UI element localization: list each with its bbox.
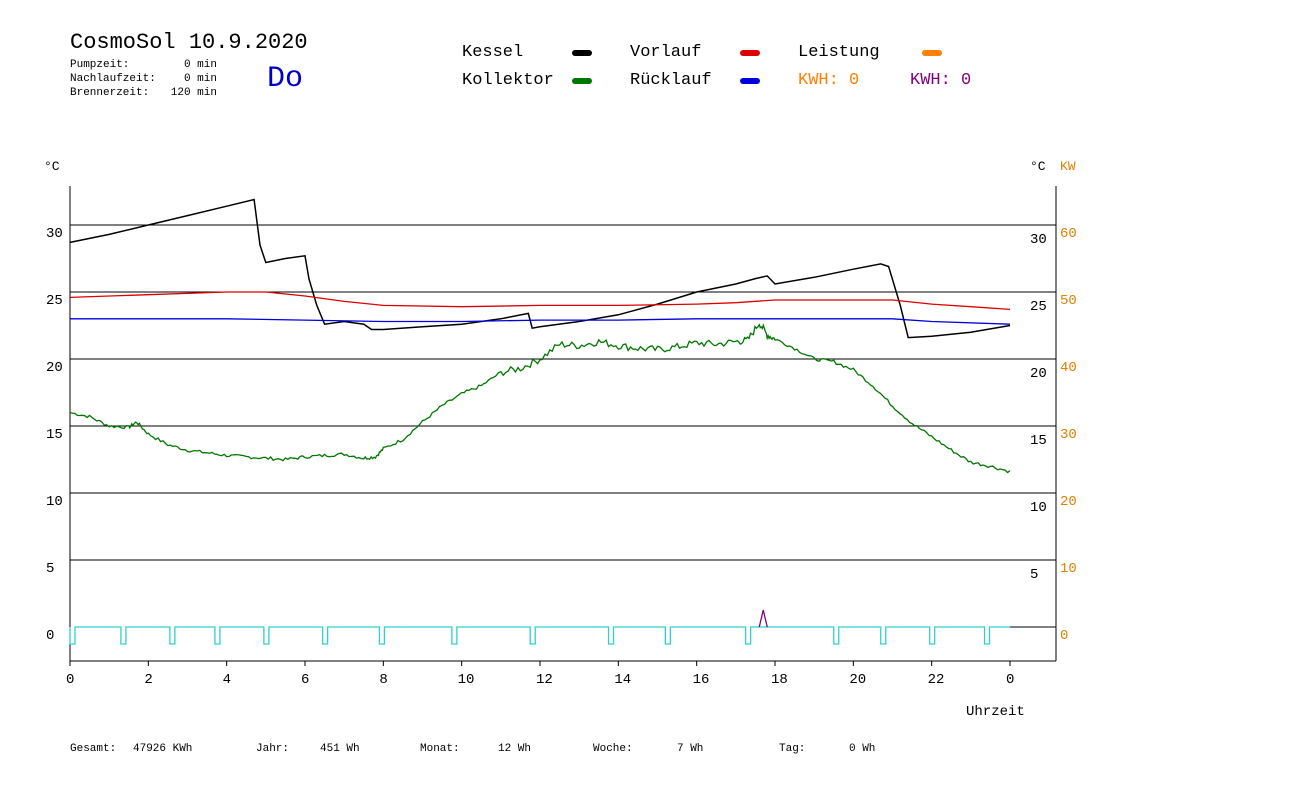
legend-leistung-label: Leistung (798, 43, 880, 62)
series-line-ruecklauf (70, 318, 1011, 325)
grid-lines (70, 224, 1056, 628)
x-axis-label: Uhrzeit (966, 704, 1025, 720)
y-tick-left-5: 5 (46, 561, 54, 577)
legend-vorlauf-label: Vorlauf (630, 43, 702, 62)
y-tick-right-kw-60: 60 (1060, 226, 1077, 242)
y-tick-right-kw-30: 30 (1060, 427, 1077, 443)
y-tick-left-20: 20 (46, 360, 63, 376)
legend-kwh-orange: KWH: 0 (798, 71, 860, 90)
x-tick-7: 14 (614, 672, 631, 688)
pumpzeit-value: 0 min (183, 59, 217, 71)
y-tick-left-0: 0 (46, 628, 54, 644)
x-tick-9: 18 (771, 672, 788, 688)
legend-ruecklauf-label: Rücklauf (630, 71, 712, 90)
y-tick-right-temp-15: 15 (1030, 433, 1047, 449)
y-tick-right-temp-30: 30 (1030, 232, 1047, 248)
x-tick-6: 12 (536, 672, 553, 688)
right-temp-unit-label: °C (1030, 159, 1046, 174)
x-tick-10: 20 (849, 672, 866, 688)
nachlaufzeit-label: Nachlaufzeit: (70, 73, 156, 85)
y-tick-left-10: 10 (46, 494, 63, 510)
footer-gesamt-value: 47926 KWh (133, 743, 193, 755)
y-tick-right-kw-50: 50 (1060, 293, 1077, 309)
x-tick-5: 10 (458, 672, 475, 688)
legend-ruecklauf-swatch (740, 78, 760, 84)
footer-monat-label: Monat: (420, 743, 460, 755)
brennerzeit-value: 120 min (170, 87, 217, 99)
x-tick-1: 2 (144, 672, 152, 688)
legend-kollektor-label: Kollektor (462, 71, 554, 90)
brennerzeit-label: Brennerzeit: (70, 87, 150, 99)
chart-title: CosmoSol 10.9.2020 (70, 30, 308, 55)
footer-woche-label: Woche: (593, 743, 633, 755)
x-tick-11: 22 (928, 672, 945, 688)
footer-tag-value: 0 Wh (849, 743, 876, 755)
y-tick-left-15: 15 (46, 427, 63, 443)
nachlaufzeit-value: 0 min (183, 73, 217, 85)
legend-vorlauf-swatch (740, 50, 760, 56)
x-tick-3: 6 (301, 672, 309, 688)
series-line-kessel (69, 198, 1011, 339)
x-tick-2: 4 (223, 672, 231, 688)
y-tick-right-kw-0: 0 (1060, 628, 1068, 644)
weekday-label: Do (267, 62, 304, 96)
y-tick-right-temp-5: 5 (1030, 567, 1038, 583)
x-tick-0: 0 (66, 672, 74, 688)
y-tick-left-25: 25 (46, 293, 63, 309)
series-line-vorlauf (69, 291, 1011, 311)
y-tick-left-30: 30 (46, 226, 63, 242)
leistung-spike (758, 609, 768, 628)
legend-kwh-purple: KWH: 0 (910, 71, 972, 90)
footer-gesamt-label: Gesamt: (70, 743, 117, 755)
footer-jahr-label: Jahr: (256, 743, 290, 755)
left-unit-label: °C (44, 159, 60, 174)
y-tick-right-kw-20: 20 (1060, 494, 1077, 510)
legend-kessel-swatch (572, 50, 592, 56)
x-tick-12: 0 (1006, 672, 1014, 688)
footer-tag-label: Tag: (779, 743, 806, 755)
x-tick-8: 16 (693, 672, 710, 688)
pump-pulse-line (69, 626, 1010, 645)
y-tick-right-temp-10: 10 (1030, 500, 1047, 516)
axes (69, 186, 1057, 662)
right-power-unit-label: KW (1060, 159, 1076, 174)
series-lines (69, 198, 1011, 645)
y-tick-right-temp-25: 25 (1030, 299, 1047, 315)
legend-leistung-swatch (922, 50, 942, 56)
footer-woche-value: 7 Wh (677, 743, 704, 755)
legend-kollektor-swatch (572, 78, 592, 84)
pumpzeit-label: Pumpzeit: (70, 59, 130, 71)
series-line-kollektor (69, 323, 1011, 474)
footer-jahr-value: 451 Wh (320, 743, 360, 755)
legend-kessel-label: Kessel (462, 43, 524, 62)
y-tick-right-temp-20: 20 (1030, 366, 1047, 382)
y-tick-right-kw-40: 40 (1060, 360, 1077, 376)
footer-monat-value: 12 Wh (498, 743, 532, 755)
y-tick-right-kw-10: 10 (1060, 561, 1077, 577)
x-tick-4: 8 (379, 672, 387, 688)
